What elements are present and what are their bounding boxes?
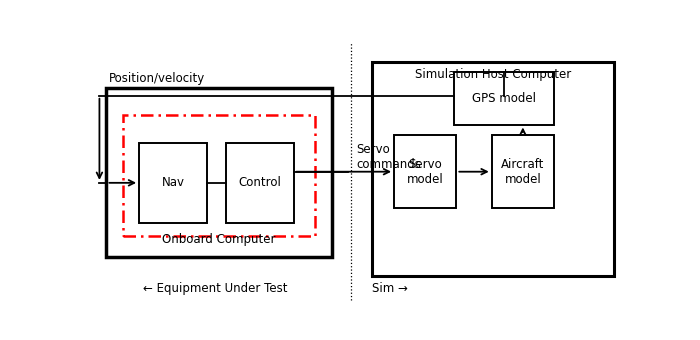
Text: GPS model: GPS model [472, 92, 536, 105]
Bar [394, 135, 456, 208]
Bar [226, 143, 294, 223]
Text: Nav: Nav [162, 176, 184, 189]
Text: Aircraft
model: Aircraft model [501, 158, 545, 186]
Bar [372, 62, 614, 276]
Bar [122, 115, 315, 236]
Text: Position/velocity: Position/velocity [109, 72, 206, 85]
Text: Servo
commands: Servo commands [356, 143, 421, 171]
Text: Servo
model: Servo model [407, 158, 444, 186]
Text: Control: Control [238, 176, 281, 189]
Bar [454, 72, 554, 124]
Text: Onboard Computer: Onboard Computer [162, 233, 276, 246]
Bar [491, 135, 554, 208]
Bar [106, 88, 332, 257]
Bar [139, 143, 207, 223]
Text: Sim →: Sim → [372, 282, 408, 295]
Text: Simulation Host Computer: Simulation Host Computer [415, 68, 571, 81]
Text: ← Equipment Under Test: ← Equipment Under Test [143, 282, 287, 295]
